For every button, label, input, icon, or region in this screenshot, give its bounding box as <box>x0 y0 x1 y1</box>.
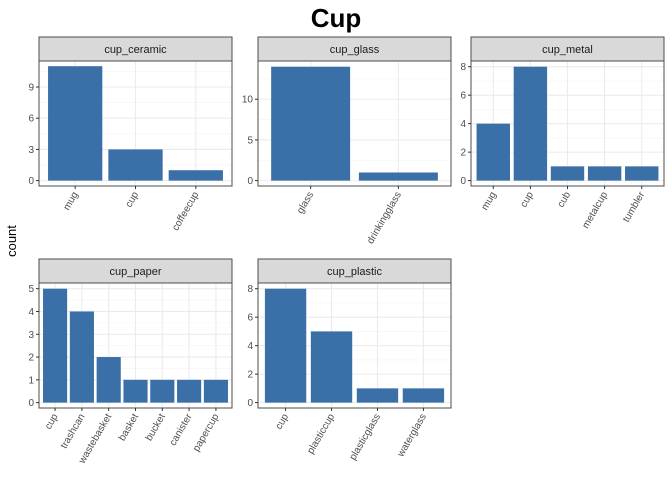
bar-cub <box>550 166 585 181</box>
y-tick-label: 0 <box>247 398 253 409</box>
bar-cup <box>43 288 68 403</box>
y-tick-label: 4 <box>28 307 34 318</box>
bar-drinkingglass <box>358 172 438 181</box>
y-tick-label: 2 <box>28 353 34 364</box>
y-tick-label: 4 <box>247 341 253 352</box>
x-tick-label: canister <box>168 411 195 447</box>
bar-basket <box>123 379 148 403</box>
facet-cup_glass: cup_glass 0 5 10 glass drinkingglass <box>242 36 452 246</box>
facet-cup_metal: cup_metal 0 2 4 6 8 mug cup cub metalcup tumbler <box>460 36 665 231</box>
y-tick-label: 9 <box>28 83 34 94</box>
bar-papercup <box>203 379 228 403</box>
facet-strip-label: cup_metal <box>542 44 593 56</box>
bar-tumbler <box>625 166 659 181</box>
panels: cup_ceramic 0 3 6 9 mug cup coffeecup cup_glass 0… <box>28 36 665 467</box>
bar-cup <box>108 149 163 181</box>
y-tick-label: 2 <box>247 370 253 381</box>
x-tick-label: metalcup <box>580 190 610 231</box>
x-tick-label: waterglass <box>395 412 429 460</box>
y-axis-label: count <box>4 225 19 257</box>
bar-plasticglass <box>356 388 399 403</box>
x-tick-label: trashcan <box>59 412 88 451</box>
bar-mug <box>476 123 510 181</box>
y-tick-label: 6 <box>460 91 466 102</box>
x-tick-label: mug <box>480 190 499 212</box>
facet-strip-label: cup_plastic <box>327 266 383 278</box>
y-tick-label: 0 <box>460 176 466 187</box>
y-tick-label: 0 <box>28 398 34 409</box>
y-tick-label: 8 <box>460 62 466 73</box>
y-tick-label: 6 <box>247 313 253 324</box>
panel-border <box>257 60 452 187</box>
x-tick-label: cup <box>274 412 292 432</box>
bar-cup <box>264 288 307 403</box>
x-tick-label: mug <box>62 190 81 212</box>
x-tick-label: bucket <box>144 412 168 443</box>
facet-strip <box>470 36 665 62</box>
x-tick-label: cup <box>124 190 142 210</box>
x-tick-label: drinkingglass <box>365 190 404 246</box>
chart-title: Cup <box>311 3 362 33</box>
facet-cup_ceramic: cup_ceramic 0 3 6 9 mug cup coffeecup <box>28 36 233 233</box>
x-tick-label: coffeecup <box>170 190 201 233</box>
facet-cup_plastic: cup_plastic 0 2 4 6 8 cup plasticcup plasticglas… <box>247 258 452 462</box>
facet-strip-label: cup_paper <box>110 266 162 278</box>
facet-strip <box>257 36 452 62</box>
bar-canister <box>177 379 202 403</box>
bar-glass <box>271 66 351 181</box>
y-tick-label: 6 <box>28 114 34 125</box>
x-tick-label: cup <box>43 412 61 432</box>
y-tick-label: 3 <box>28 330 34 341</box>
x-tick-label: papercup <box>191 412 222 454</box>
bar-metalcup <box>587 166 622 181</box>
x-tick-label: glass <box>295 190 316 216</box>
bar-wastebasket <box>96 357 121 403</box>
facet-strip <box>257 258 452 284</box>
x-tick-label: basket <box>117 412 141 443</box>
y-tick-label: 5 <box>28 284 34 295</box>
y-tick-label: 2 <box>460 148 466 159</box>
y-tick-label: 3 <box>28 145 34 156</box>
bar-plasticcup <box>310 331 353 403</box>
facet-strip-label: cup_glass <box>330 44 380 56</box>
facet-strip <box>38 36 233 62</box>
bar-trashcan <box>69 311 94 403</box>
facet-strip-label: cup_ceramic <box>104 44 167 56</box>
y-tick-label: 8 <box>247 284 253 295</box>
y-tick-label: 5 <box>247 135 253 146</box>
x-tick-label: plasticcup <box>305 412 337 456</box>
bar-coffeecup <box>168 170 223 181</box>
bar-bucket <box>150 379 175 403</box>
x-tick-label: tumbler <box>621 189 648 224</box>
y-tick-label: 4 <box>460 119 466 130</box>
y-tick-label: 0 <box>247 176 253 187</box>
y-tick-label: 1 <box>28 375 34 386</box>
x-tick-label: cub <box>556 190 574 210</box>
facet-strip <box>38 258 233 284</box>
bar-waterglass <box>402 388 445 403</box>
bar-cup <box>513 66 548 181</box>
x-tick-label: plasticglass <box>348 412 383 462</box>
y-tick-label: 0 <box>28 176 34 187</box>
y-tick-label: 10 <box>242 95 254 106</box>
x-tick-label: cup <box>518 190 536 210</box>
bar-mug <box>48 66 103 181</box>
